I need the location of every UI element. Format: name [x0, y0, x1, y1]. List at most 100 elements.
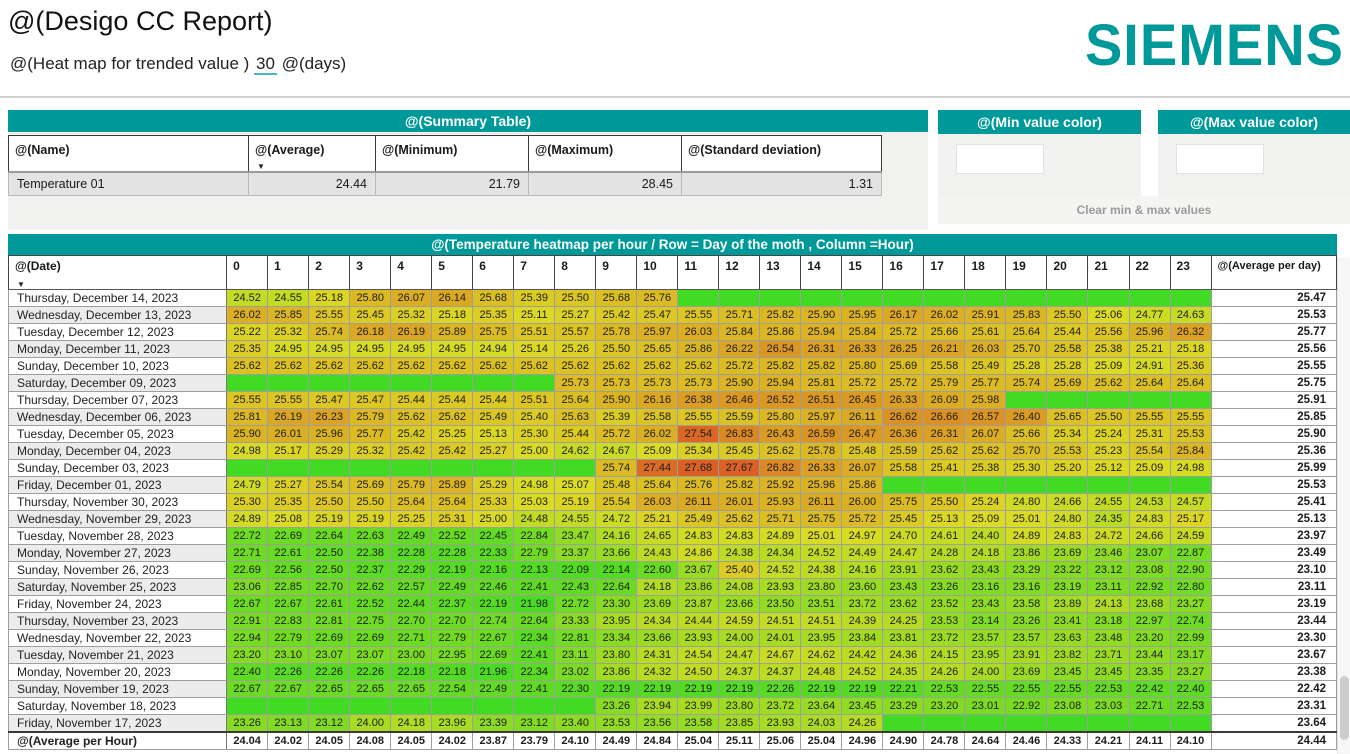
hour-column-header[interactable]: 3 — [349, 255, 392, 290]
heatmap-cell: 24.70 — [882, 527, 925, 545]
hour-column-header[interactable]: 22 — [1128, 255, 1171, 290]
heatmap-cell: 24.34 — [759, 544, 802, 562]
clear-min-max-button[interactable]: Clear min & max values — [938, 196, 1350, 224]
summary-col-average[interactable]: @(Average) ▼ — [248, 135, 376, 173]
heatmap-cell: 25.30 — [513, 425, 556, 443]
hour-column-header[interactable]: 20 — [1046, 255, 1089, 290]
vertical-scrollbar[interactable] — [1337, 258, 1350, 754]
heatmap-cell — [882, 714, 925, 733]
heatmap-cell — [800, 289, 843, 307]
heatmap-cell — [964, 476, 1007, 494]
heatmap-cell: 25.77 — [964, 374, 1007, 392]
hour-column-header[interactable]: 0 — [226, 255, 269, 290]
heatmap-cell: 26.32 — [1169, 323, 1212, 341]
heatmap-cell: 24.52 — [800, 544, 843, 562]
date-cell: Sunday, November 26, 2023 — [7, 561, 228, 579]
hour-column-header[interactable]: 15 — [841, 255, 884, 290]
hour-column-header[interactable]: 23 — [1169, 255, 1212, 290]
heatmap-cell: 25.97 — [800, 408, 843, 426]
row-average-cell: 25.75 — [1210, 374, 1338, 392]
date-column-header[interactable]: @(Date) ▼ — [7, 255, 228, 290]
heatmap-cell: 24.42 — [841, 646, 884, 664]
hour-column-header[interactable]: 13 — [759, 255, 802, 290]
heatmap-cell: 25.55 — [677, 306, 720, 324]
hour-column-header[interactable]: 4 — [390, 255, 433, 290]
summary-col-stddev[interactable]: @(Standard deviation) — [681, 135, 882, 173]
heatmap-cell — [513, 374, 556, 392]
hour-column-header[interactable]: 19 — [1005, 255, 1048, 290]
hour-column-header[interactable]: 18 — [964, 255, 1007, 290]
heatmap-cell: 25.54 — [1128, 442, 1171, 460]
date-cell: Tuesday, December 12, 2023 — [7, 323, 228, 341]
summary-col-minimum[interactable]: @(Minimum) — [375, 135, 529, 173]
heatmap-row: Wednesday, December 06, 2023 25.81 26.19 26… — [7, 408, 1338, 426]
heatmap-cell: 25.58 — [1046, 340, 1089, 358]
heatmap-cell: 25.35 — [226, 340, 269, 358]
hour-column-header[interactable]: 16 — [882, 255, 925, 290]
summary-col-name[interactable]: @(Name) — [8, 135, 249, 173]
hour-column-header[interactable]: 12 — [718, 255, 761, 290]
hour-column-header[interactable]: 9 — [595, 255, 638, 290]
heatmap-cell: 25.47 — [308, 391, 351, 409]
scrollbar-thumb[interactable] — [1340, 676, 1349, 740]
heatmap-cell: 25.32 — [267, 323, 310, 341]
hour-column-header[interactable]: 2 — [308, 255, 351, 290]
heatmap-cell: 23.44 — [1128, 646, 1171, 664]
max-color-input[interactable] — [1176, 144, 1264, 174]
heatmap-cell: 25.73 — [554, 374, 597, 392]
heatmap-cell: 22.71 — [1128, 697, 1171, 715]
heatmap-cell: 24.89 — [1005, 527, 1048, 545]
heatmap-cell: 25.56 — [1087, 323, 1130, 341]
hour-column-header[interactable]: 10 — [636, 255, 679, 290]
heatmap-cell: 22.85 — [267, 578, 310, 596]
hour-column-header[interactable]: 11 — [677, 255, 720, 290]
heatmap-cell: 25.18 — [308, 289, 351, 307]
row-average-cell: 25.47 — [1210, 289, 1338, 307]
average-column-header[interactable]: @(Average per day) — [1210, 255, 1338, 290]
heatmap-cell: 23.01 — [964, 697, 1007, 715]
heatmap-cell: 24.05 — [390, 731, 433, 750]
heatmap-cell: 23.82 — [1046, 646, 1089, 664]
heatmap-cell: 26.47 — [841, 425, 884, 443]
summary-col-maximum[interactable]: @(Maximum) — [528, 135, 682, 173]
heatmap-cell: 22.34 — [513, 629, 556, 647]
heatmap-cell: 25.72 — [882, 374, 925, 392]
hour-column-header[interactable]: 6 — [472, 255, 515, 290]
min-color-body — [938, 134, 1141, 206]
heatmap-cell: 23.10 — [267, 646, 310, 664]
heatmap-cell: 22.41 — [513, 646, 556, 664]
hour-column-header[interactable]: 8 — [554, 255, 597, 290]
days-value-field[interactable]: 30 — [254, 54, 277, 75]
hour-column-header[interactable]: 5 — [431, 255, 474, 290]
date-cell: Friday, November 24, 2023 — [7, 595, 228, 613]
heatmap-cell: 25.00 — [472, 510, 515, 528]
min-color-input[interactable] — [956, 144, 1044, 174]
heatmap-cell: 25.62 — [267, 357, 310, 375]
heatmap-cell: 22.13 — [513, 561, 556, 579]
heatmap-cell — [267, 459, 310, 477]
heatmap-cell: 23.69 — [1046, 544, 1089, 562]
heatmap-cell: 24.66 — [1046, 493, 1089, 511]
heatmap-cell: 26.07 — [390, 289, 433, 307]
heatmap-row: Tuesday, November 28, 2023 22.72 22.69 22.6… — [7, 527, 1338, 545]
hour-column-header[interactable]: 1 — [267, 255, 310, 290]
heatmap-cell: 24.53 — [1128, 493, 1171, 511]
hour-column-header[interactable]: 21 — [1087, 255, 1130, 290]
heatmap-cell: 24.16 — [595, 527, 638, 545]
hour-column-header[interactable]: 7 — [513, 255, 556, 290]
heatmap-cell: 22.46 — [472, 578, 515, 596]
row-average-cell: 23.19 — [1210, 595, 1338, 613]
hour-column-header[interactable]: 14 — [800, 255, 843, 290]
heatmap-cell: 22.54 — [431, 680, 474, 698]
heatmap-cell: 24.39 — [841, 612, 884, 630]
header-divider — [0, 96, 1350, 98]
heatmap-cell: 22.53 — [1169, 697, 1212, 715]
heatmap-cell: 25.51 — [513, 391, 556, 409]
heatmap-cell: 23.53 — [923, 612, 966, 630]
heatmap-cell: 25.42 — [595, 306, 638, 324]
heatmap-cell — [759, 289, 802, 307]
heatmap-cell: 22.65 — [308, 680, 351, 698]
heatmap-cell: 26.52 — [759, 391, 802, 409]
hour-column-header[interactable]: 17 — [923, 255, 966, 290]
heatmap-cell: 22.94 — [226, 629, 269, 647]
